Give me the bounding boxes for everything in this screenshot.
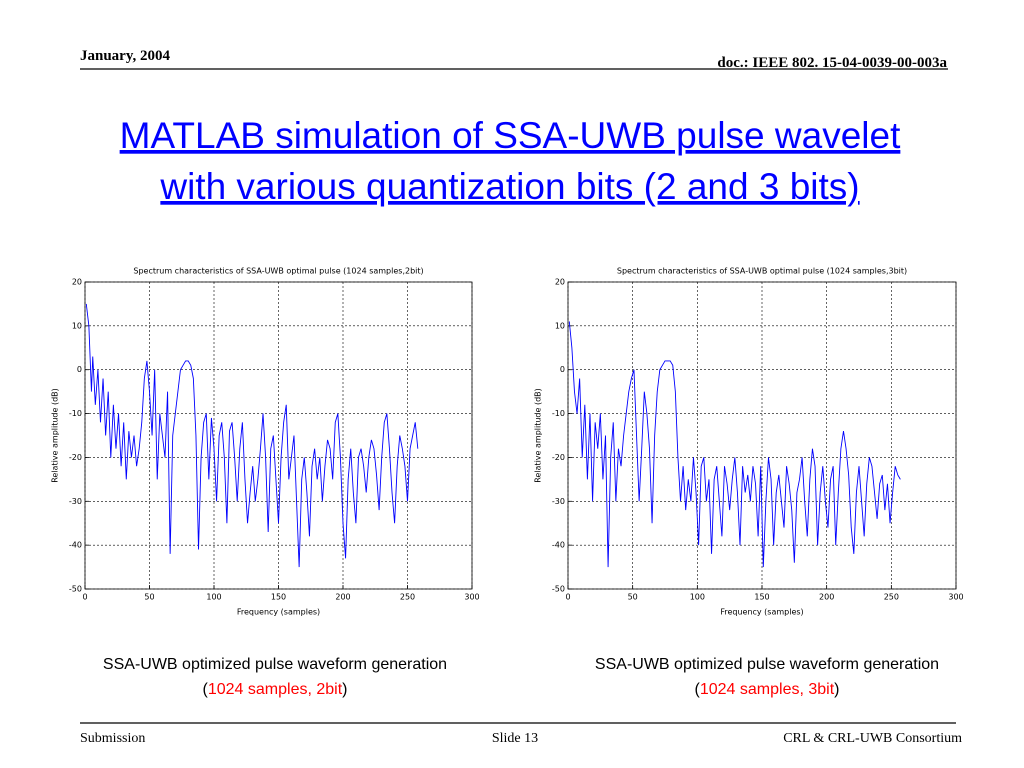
slide-title-line: MATLAB simulation of SSA-UWB pulse wavel… xyxy=(120,115,901,156)
caption-detail: (1024 samples, 3bit) xyxy=(695,681,840,698)
x-tick-label: 100 xyxy=(690,593,705,602)
y-tick-label: -10 xyxy=(552,409,565,418)
x-tick-label: 200 xyxy=(819,593,834,602)
y-tick-label: -30 xyxy=(69,497,82,506)
x-tick-label: 250 xyxy=(400,593,415,602)
x-axis-label: Frequency (samples) xyxy=(720,608,803,617)
chart-title: Spectrum characteristics of SSA-UWB opti… xyxy=(133,267,423,276)
charts: 0 50 100 150 200 250 300-50-40-30-20-1001020Sp… xyxy=(51,267,964,617)
caption-detail: (1024 samples, 2bit) xyxy=(203,681,348,698)
y-tick-label: 10 xyxy=(555,321,565,330)
y-tick-label: 20 xyxy=(72,278,82,287)
x-tick-label: 250 xyxy=(884,593,899,602)
paren: ) xyxy=(342,681,347,698)
y-tick-label: 0 xyxy=(77,365,82,374)
x-tick-label: 200 xyxy=(335,593,350,602)
x-tick-label: 150 xyxy=(754,593,769,602)
x-tick-label: 100 xyxy=(206,593,221,602)
slide-title-line: with various quantization bits (2 and 3 … xyxy=(159,166,859,207)
x-tick-label: 0 xyxy=(82,593,87,602)
x-tick-label: 150 xyxy=(271,593,286,602)
y-axis-label: Relative amplitude (dB) xyxy=(51,388,60,483)
y-tick-label: 0 xyxy=(560,365,565,374)
header-date: January, 2004 xyxy=(80,48,171,64)
caption-red: 1024 samples, 2bit xyxy=(208,681,343,698)
x-tick-label: 50 xyxy=(144,593,154,602)
footer-center: Slide 13 xyxy=(492,731,538,746)
footer-right: CRL & CRL-UWB Consortium xyxy=(783,731,962,746)
caption-red: 1024 samples, 3bit xyxy=(700,681,835,698)
spectrum-line xyxy=(568,321,901,568)
y-tick-label: -40 xyxy=(552,541,565,550)
y-tick-label: -20 xyxy=(69,453,82,462)
y-tick-label: -50 xyxy=(69,585,82,594)
y-tick-label: 20 xyxy=(555,278,565,287)
paren: ( xyxy=(695,681,701,698)
y-tick-label: -20 xyxy=(552,453,565,462)
y-tick-label: -10 xyxy=(69,409,82,418)
y-tick-label: -50 xyxy=(552,585,565,594)
x-tick-label: 300 xyxy=(948,593,963,602)
caption-line: SSA-UWB optimized pulse waveform generat… xyxy=(595,656,939,673)
y-tick-label: -30 xyxy=(552,497,565,506)
header-doc: doc.: IEEE 802. 15-04-0039-00-003a xyxy=(717,55,947,71)
x-tick-label: 50 xyxy=(628,593,638,602)
paren: ) xyxy=(834,681,839,698)
x-axis-label: Frequency (samples) xyxy=(237,608,320,617)
x-tick-label: 0 xyxy=(565,593,570,602)
caption-line: SSA-UWB optimized pulse waveform generat… xyxy=(103,656,447,673)
y-tick-label: -40 xyxy=(69,541,82,550)
chart-title: Spectrum characteristics of SSA-UWB opti… xyxy=(617,267,907,276)
spectrum-line xyxy=(85,303,419,568)
x-tick-label: 300 xyxy=(464,593,479,602)
y-axis-label: Relative amplitude (dB) xyxy=(534,388,543,483)
y-tick-label: 10 xyxy=(72,321,82,330)
footer-left: Submission xyxy=(80,731,145,746)
paren: ( xyxy=(203,681,209,698)
